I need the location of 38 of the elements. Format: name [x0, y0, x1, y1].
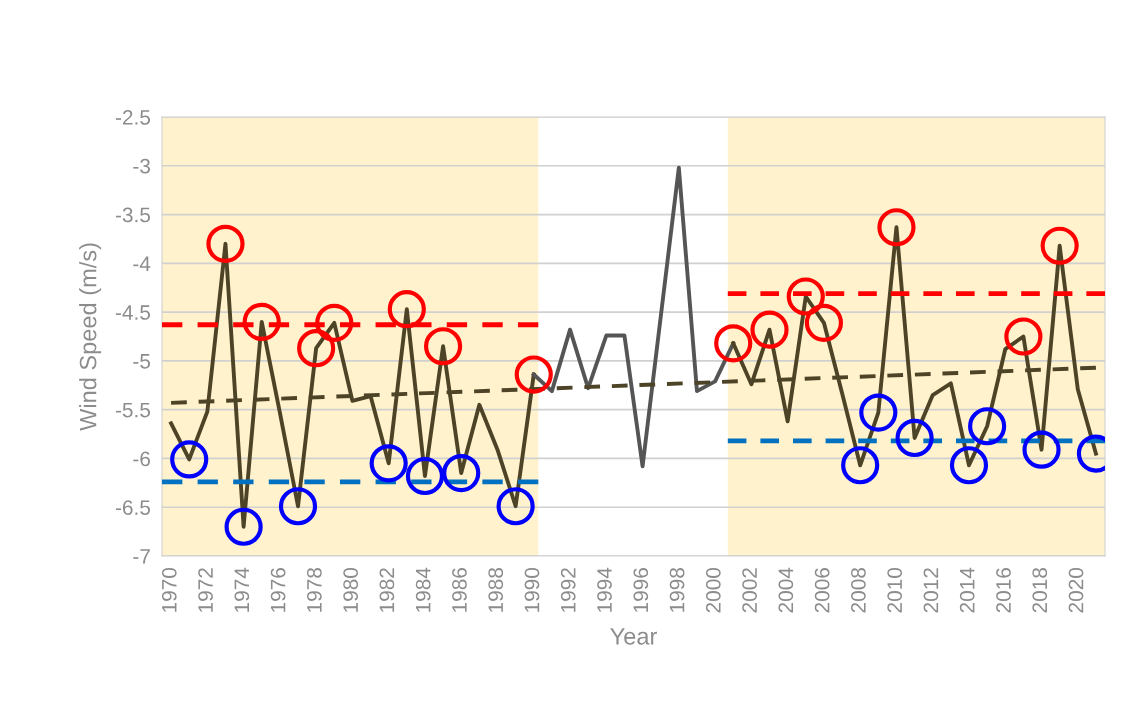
x-tick-label: 2006 [814, 568, 830, 613]
x-axis-title: Year [610, 628, 657, 645]
y-tick-label: -5.5 [115, 402, 151, 418]
x-tick-label: 2016 [996, 568, 1011, 613]
x-tick-label: 2012 [923, 568, 939, 613]
y-tick-label: -4 [133, 256, 151, 271]
x-tick-label: 1998 [669, 568, 685, 612]
x-tick-label: 1984 [415, 567, 431, 612]
y-tick-label: -2.5 [115, 110, 151, 125]
y-tick-label: -4.5 [115, 305, 151, 320]
x-tick-label: 1980 [343, 567, 359, 612]
x-tick-label: 2020 [1068, 567, 1084, 613]
x-tick-label: 2000 [705, 567, 721, 613]
x-tick-label: 1988 [488, 568, 504, 612]
x-tick-label: 1976 [270, 568, 286, 612]
y-tick-label: -3 [133, 158, 150, 174]
y-tick-label: -7 [133, 549, 150, 564]
x-tick-label: 1974 [234, 567, 250, 612]
x-tick-label: 1996 [633, 568, 649, 612]
y-tick-label: -3.5 [115, 207, 151, 223]
x-tick-label: 1970 [161, 567, 177, 612]
y-tick-label: -6 [133, 451, 150, 467]
y-axis-title: Wind Speed (m/s) [79, 243, 102, 431]
x-tick-label: 2010 [887, 567, 903, 613]
x-tick-label: 2018 [1032, 568, 1048, 613]
x-tick-label: 1982 [379, 568, 395, 612]
y-tick-label: -5 [133, 354, 151, 369]
x-tick-label: 2004 [778, 567, 794, 613]
x-tick-label: 1990 [524, 567, 540, 612]
x-tick-label: 2014 [959, 567, 975, 613]
x-tick-label: 2002 [742, 568, 757, 613]
x-tick-label: 2008 [851, 568, 866, 613]
x-tick-label: 1992 [560, 568, 576, 612]
x-tick-label: 1978 [306, 568, 322, 612]
x-tick-label: 1994 [597, 567, 612, 612]
x-tick-label: 1986 [452, 568, 467, 612]
y-tick-label: -6.5 [115, 500, 151, 515]
x-tick-label: 1972 [198, 568, 213, 612]
